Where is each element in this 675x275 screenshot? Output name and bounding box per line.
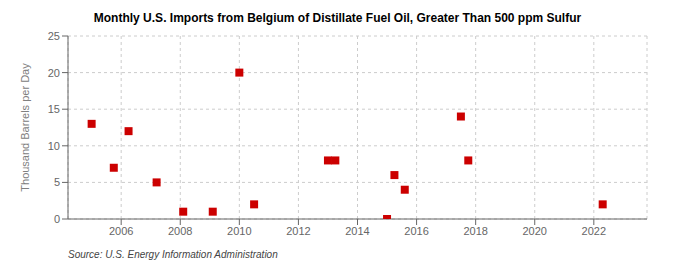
svg-text:2022: 2022 bbox=[582, 225, 606, 237]
svg-text:2016: 2016 bbox=[404, 225, 428, 237]
svg-text:2012: 2012 bbox=[286, 225, 310, 237]
svg-text:10: 10 bbox=[48, 140, 60, 152]
svg-text:2010: 2010 bbox=[227, 225, 251, 237]
svg-text:15: 15 bbox=[48, 103, 60, 115]
svg-text:Thousand Barrels per Day: Thousand Barrels per Day bbox=[19, 63, 31, 192]
svg-text:20: 20 bbox=[48, 67, 60, 79]
html-text:Source: U.S. Energy Informatio: Source: U.S. Energy Information Administ… bbox=[68, 249, 278, 260]
svg-text:25: 25 bbox=[48, 30, 60, 42]
svg-text:2018: 2018 bbox=[463, 225, 487, 237]
svg-text:2008: 2008 bbox=[168, 225, 192, 237]
svg-text:5: 5 bbox=[54, 176, 60, 188]
svg-text:2006: 2006 bbox=[109, 225, 133, 237]
svg-text:0: 0 bbox=[54, 213, 60, 225]
svg-text:2020: 2020 bbox=[523, 225, 547, 237]
svg-text:2014: 2014 bbox=[345, 225, 369, 237]
html-text:Monthly U.S. Imports from Belg: Monthly U.S. Imports from Belgium of Dis… bbox=[93, 11, 582, 25]
